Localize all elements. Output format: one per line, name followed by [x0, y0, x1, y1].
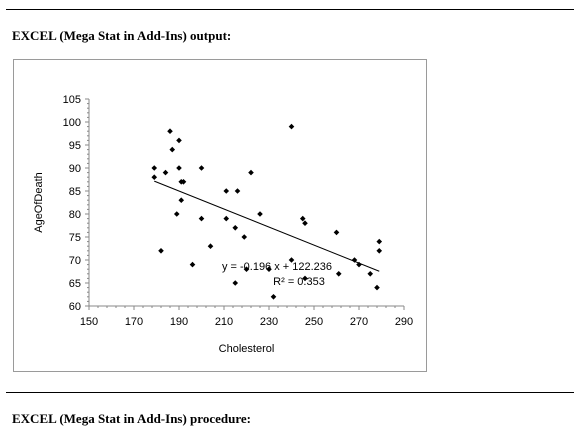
data-point [173, 211, 180, 217]
data-point [207, 243, 214, 249]
data-point [270, 294, 277, 300]
data-point [376, 238, 383, 245]
x-tick-label: 150 [80, 316, 98, 328]
data-point [189, 261, 196, 268]
x-tick-label: 230 [260, 316, 278, 328]
data-point [241, 234, 248, 240]
top-rule [6, 9, 574, 10]
y-tick-label: 80 [69, 209, 81, 221]
data-point [248, 169, 254, 176]
data-point [232, 225, 239, 231]
data-point [376, 248, 383, 254]
x-tick-label: 170 [125, 316, 143, 328]
data-point [302, 275, 308, 282]
data-point [351, 257, 358, 263]
data-point [243, 266, 250, 272]
output-heading: EXCEL (Mega Stat in Add-Ins) output: [12, 28, 232, 43]
points-layer [151, 123, 383, 300]
data-point [288, 123, 295, 130]
data-point [176, 165, 182, 171]
x-tick-label: 190 [170, 316, 188, 328]
y-tick-label: 70 [69, 255, 81, 267]
data-point [266, 266, 272, 272]
y-tick-label: 90 [69, 163, 81, 175]
data-point [223, 215, 230, 222]
data-point [356, 261, 362, 268]
trendline-equation: y = -0.196 x + 122.236 [222, 261, 332, 273]
data-point [299, 215, 306, 222]
data-point [257, 211, 263, 217]
y-tick-label: 100 [63, 117, 81, 129]
data-point [151, 165, 158, 171]
data-point [198, 215, 205, 222]
scatter-chart: 60 65 70 75 80 85 90 95 100 105 150 170 190 210 230 250… [33, 94, 413, 355]
y-tick-label: 95 [69, 140, 81, 152]
y-tick-label: 60 [69, 301, 81, 313]
x-tick-label: 290 [395, 316, 413, 328]
x-tick-label: 270 [350, 316, 368, 328]
x-tick-label: 250 [305, 316, 323, 328]
y-tick-label: 85 [69, 186, 81, 198]
data-point [374, 284, 380, 291]
x-tick-label: 210 [215, 316, 233, 328]
bottom-rule [6, 392, 574, 393]
labels-layer: 60 65 70 75 80 85 90 95 100 105 150 170 190 210 230 250… [33, 94, 413, 355]
trendline [154, 180, 380, 272]
trendline-layer [154, 180, 380, 272]
data-point [223, 188, 230, 194]
data-point [232, 280, 239, 286]
data-point [162, 169, 169, 176]
data-point [367, 271, 374, 277]
y-axis-title: AgeOfDeath [33, 172, 45, 233]
data-point [151, 174, 158, 180]
r-squared-label: R² = 0.353 [273, 276, 325, 288]
data-point [335, 271, 342, 277]
data-point [333, 229, 340, 236]
data-point [178, 197, 185, 203]
data-point [167, 128, 173, 134]
x-axis-title: Cholesterol [219, 343, 275, 355]
data-point [169, 146, 176, 153]
data-point [288, 257, 295, 263]
data-point [158, 248, 164, 254]
axes-layer [85, 98, 405, 310]
data-point [302, 220, 308, 226]
y-tick-label: 75 [69, 232, 81, 244]
y-tick-label: 65 [69, 278, 81, 290]
data-point [234, 188, 241, 194]
y-tick-label: 105 [63, 94, 81, 106]
data-point [198, 165, 205, 171]
data-point [176, 137, 182, 144]
chart-frame: 60 65 70 75 80 85 90 95 100 105 150 170 190 210 230 250… [13, 59, 427, 372]
procedure-heading: EXCEL (Mega Stat in Add-Ins) procedure: [12, 411, 251, 426]
